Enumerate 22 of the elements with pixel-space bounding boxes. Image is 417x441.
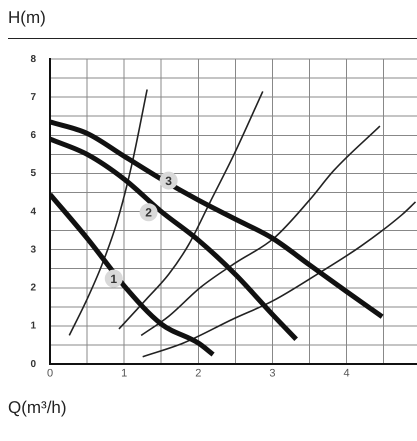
y-tick-label: 8 — [30, 54, 36, 65]
x-tick-label: 1 — [121, 368, 128, 380]
x-axis-title: Q(m³/h) — [8, 398, 68, 418]
x-tick-label: 4 — [344, 368, 350, 380]
annotation: 1 — [110, 272, 118, 286]
y-tick-label: 0 — [30, 358, 36, 370]
line-series — [140, 125, 381, 336]
y-tick-label: 6 — [30, 130, 36, 141]
y-tick-label: 3 — [30, 244, 36, 256]
line-series — [118, 90, 264, 330]
annotation: 2 — [145, 206, 152, 220]
x-tick-label: 3 — [269, 368, 276, 380]
y-tick-label: 1 — [30, 320, 36, 332]
annotation: 3 — [165, 174, 172, 188]
y-tick-label: 4 — [30, 206, 36, 218]
x-tick-label: 0 — [46, 368, 54, 380]
y-tick-label: 7 — [30, 92, 36, 103]
y-tick-label: 5 — [30, 168, 36, 180]
x-tick-label: 2 — [195, 368, 202, 380]
y-axis-title: H(m) — [8, 8, 417, 39]
line-series — [142, 201, 416, 358]
y-tick-label: 2 — [30, 282, 36, 294]
